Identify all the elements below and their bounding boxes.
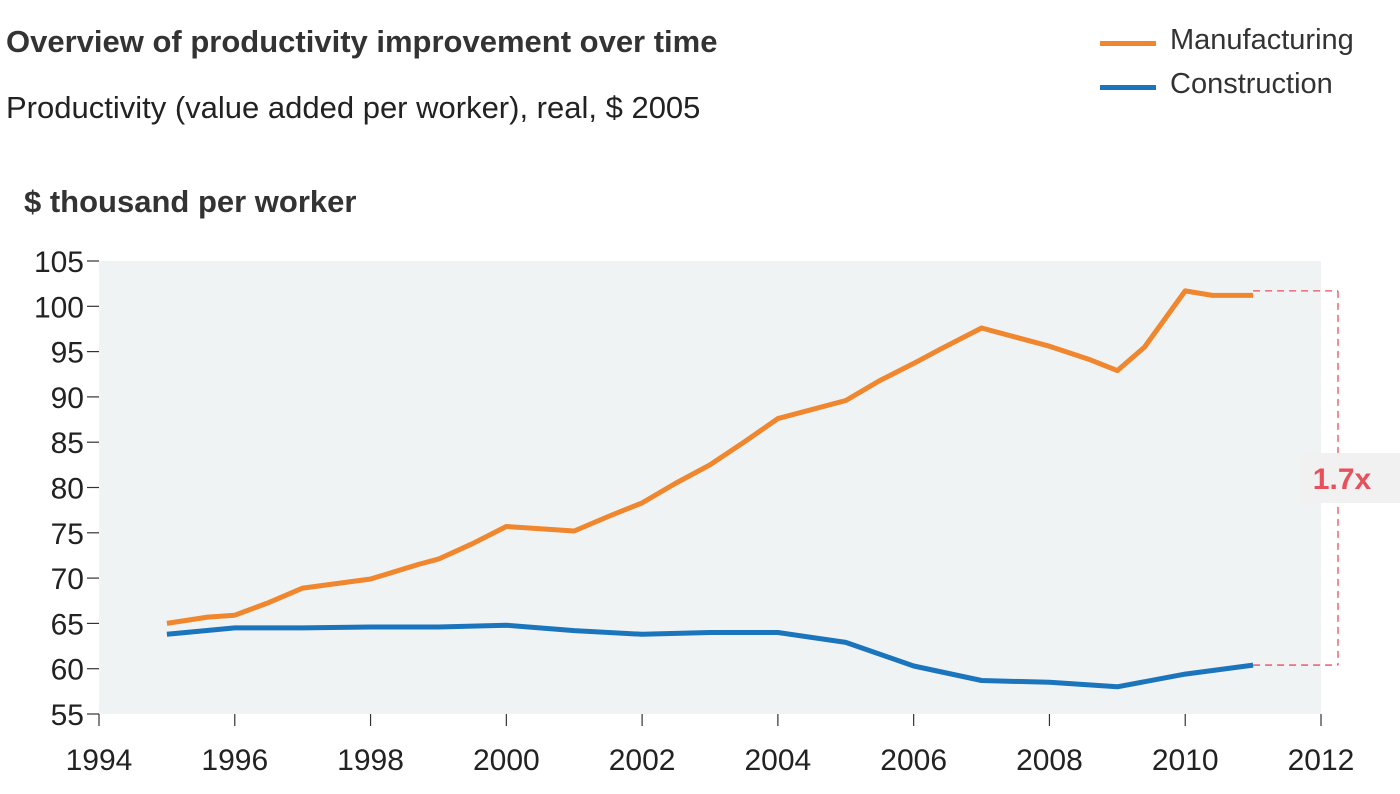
plot-area bbox=[99, 261, 1321, 714]
y-tick-label: 95 bbox=[51, 337, 84, 370]
x-tick-label: 2000 bbox=[473, 744, 540, 777]
y-tick-label: 70 bbox=[51, 563, 84, 596]
y-tick-label: 80 bbox=[51, 473, 84, 506]
y-tick-label: 105 bbox=[34, 246, 84, 279]
y-tick-label: 85 bbox=[51, 427, 84, 460]
y-tick-label: 60 bbox=[51, 654, 84, 687]
y-tick-label: 100 bbox=[34, 291, 84, 324]
annotation-label: 1.7x bbox=[1313, 463, 1372, 496]
chart-title: Overview of productivity improvement ove… bbox=[6, 24, 718, 59]
x-tick-label: 2002 bbox=[609, 744, 676, 777]
x-tick-label: 1998 bbox=[337, 744, 404, 777]
x-tick-label: 2010 bbox=[1152, 744, 1219, 777]
x-tick-label: 1996 bbox=[201, 744, 268, 777]
legend-swatch-manufacturing bbox=[1100, 41, 1156, 46]
x-tick-label: 2004 bbox=[745, 744, 812, 777]
x-tick-label: 2006 bbox=[880, 744, 947, 777]
y-tick-label: 90 bbox=[51, 382, 84, 415]
x-tick-label: 2012 bbox=[1288, 744, 1355, 777]
y-tick-label: 65 bbox=[51, 608, 84, 641]
y-tick-label: 75 bbox=[51, 518, 84, 551]
legend-label-manufacturing: Manufacturing bbox=[1170, 24, 1354, 56]
y-axis-label: $ thousand per worker bbox=[24, 184, 357, 219]
series-line-manufacturing bbox=[166, 288, 1254, 626]
x-tick-label: 2008 bbox=[1016, 744, 1083, 777]
series-line-construction bbox=[166, 622, 1254, 690]
y-tick-label: 55 bbox=[51, 699, 84, 732]
chart-subtitle: Productivity (value added per worker), r… bbox=[6, 90, 701, 125]
legend-label-construction: Construction bbox=[1170, 68, 1333, 100]
x-tick-label: 1994 bbox=[66, 744, 133, 777]
annotation-label-background bbox=[1300, 452, 1400, 503]
legend-swatch-construction bbox=[1100, 85, 1156, 90]
